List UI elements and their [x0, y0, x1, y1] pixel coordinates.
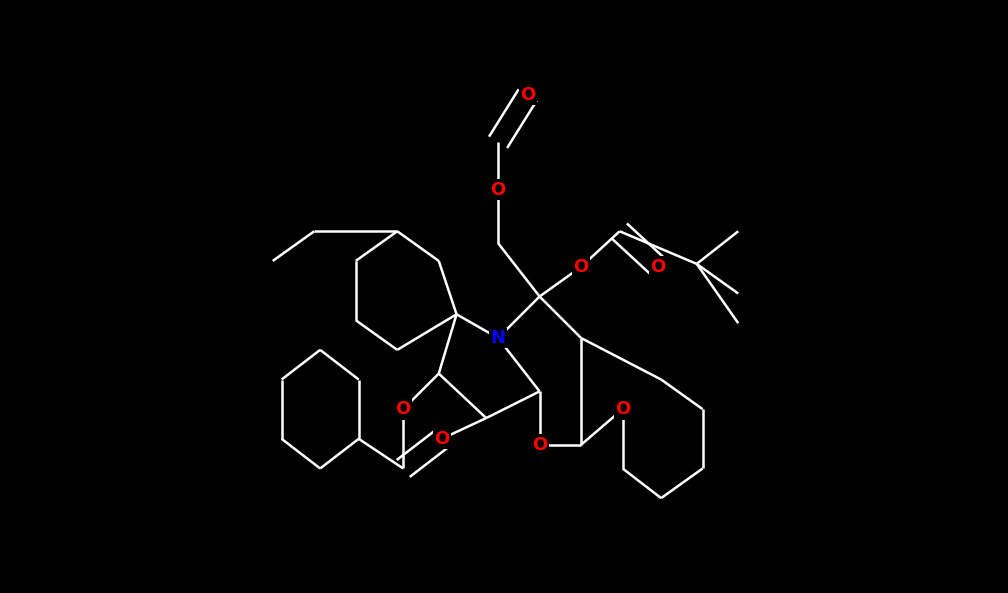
- Text: O: O: [615, 400, 630, 418]
- Text: N: N: [491, 329, 506, 347]
- Text: O: O: [434, 430, 450, 448]
- Text: O: O: [491, 181, 506, 199]
- Text: O: O: [520, 86, 535, 104]
- Text: O: O: [574, 258, 589, 276]
- Text: O: O: [650, 258, 666, 276]
- Text: O: O: [532, 436, 547, 454]
- Text: O: O: [395, 400, 411, 418]
